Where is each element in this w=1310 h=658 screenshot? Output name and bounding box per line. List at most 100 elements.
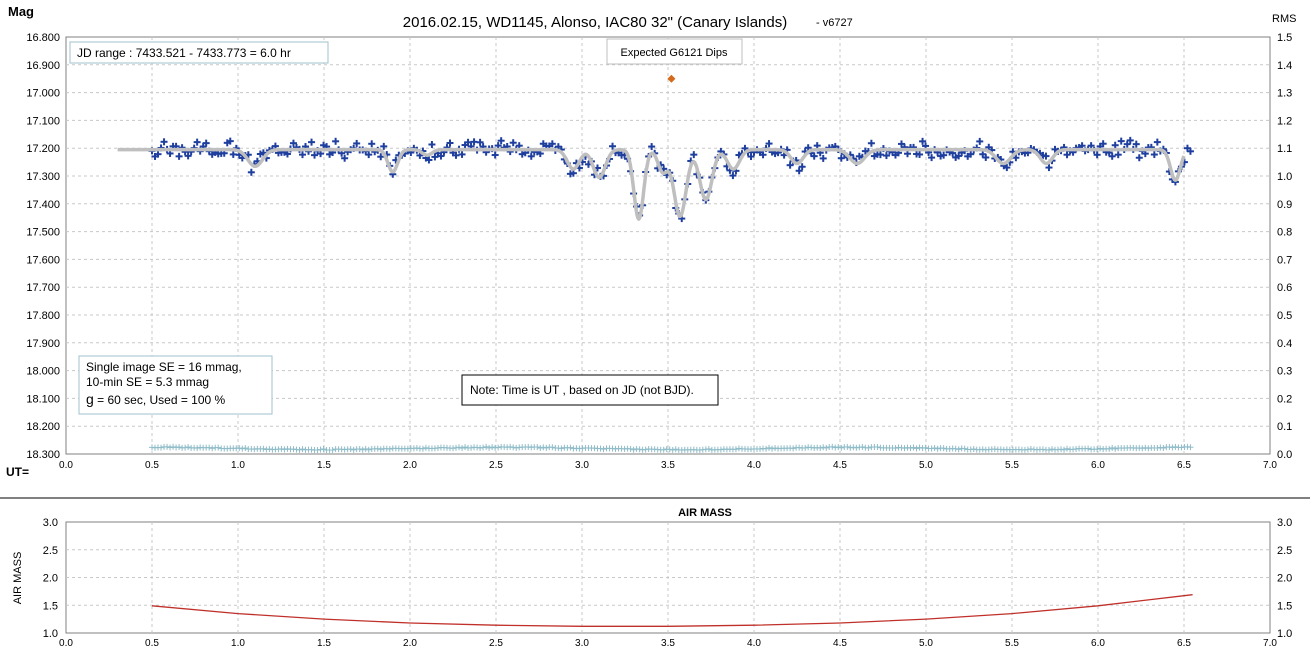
- data-point: [184, 152, 192, 160]
- data-point: [193, 138, 201, 146]
- data-point: [1123, 140, 1131, 148]
- rms-point: [922, 444, 929, 451]
- rms-point: [486, 444, 493, 451]
- data-point: [428, 140, 436, 148]
- data-point: [967, 150, 975, 158]
- top-y-tick-label: 17.800: [26, 310, 60, 322]
- rms-point: [164, 443, 171, 450]
- data-point: [377, 153, 385, 161]
- rms-point: [558, 445, 565, 452]
- data-point: [765, 140, 773, 148]
- se-line3-rest: = 60 sec, Used = 100 %: [94, 393, 226, 407]
- data-point: [289, 139, 297, 147]
- top-y2-tick-label: 0.8: [1277, 227, 1292, 239]
- rms-point: [1048, 446, 1055, 453]
- top-x-tick-label: 4.5: [833, 460, 847, 471]
- rms-point: [835, 444, 842, 451]
- data-point: [452, 151, 460, 159]
- rms-point: [1169, 444, 1176, 451]
- rms-point: [419, 445, 426, 452]
- expected-dips-box: Expected G6121 Dips: [606, 38, 743, 65]
- rms-point: [185, 444, 192, 451]
- data-point: [1150, 151, 1158, 159]
- data-point: [1042, 152, 1050, 160]
- rms-point: [413, 445, 420, 452]
- rms-point: [296, 446, 303, 453]
- data-point: [747, 153, 755, 161]
- top-x-tick-label: 4.0: [747, 460, 761, 471]
- rms-point: [182, 444, 189, 451]
- bottom-x-tick-label: 1.5: [317, 638, 331, 649]
- rms-point: [940, 445, 947, 452]
- rms-point: [666, 446, 673, 453]
- rms-point: [462, 444, 469, 451]
- rms-point: [365, 446, 372, 453]
- top-y-tick-label: 17.700: [26, 282, 60, 294]
- data-point: [509, 139, 517, 147]
- data-point: [247, 168, 255, 176]
- rms-point: [1085, 445, 1092, 452]
- top-x-tick-label: 6.5: [1177, 460, 1191, 471]
- model-curve: [116, 147, 1186, 221]
- top-x-tick-label: 2.5: [489, 460, 503, 471]
- top-x-tick-label: 5.0: [919, 460, 933, 471]
- data-point: [729, 172, 737, 180]
- bottom-y-tick-label: 3.0: [43, 517, 58, 529]
- data-point: [1132, 140, 1140, 148]
- data-point: [810, 152, 818, 160]
- data-point: [569, 169, 577, 177]
- data-point: [1093, 151, 1101, 159]
- note-text: Note: Time is UT , based on JD (not BJD)…: [470, 383, 694, 397]
- rms-point: [422, 444, 429, 451]
- data-point: [1003, 164, 1011, 172]
- top-y-tick-label: 17.600: [26, 254, 60, 266]
- rms-point: [850, 444, 857, 451]
- data-point: [365, 151, 373, 159]
- data-point: [527, 152, 535, 160]
- data-point: [1117, 137, 1125, 145]
- bottom-y-tick-label: 2.5: [43, 545, 58, 557]
- rms-point: [820, 444, 827, 451]
- top-y2-tick-label: 0.9: [1277, 199, 1292, 211]
- rms-point: [823, 444, 830, 451]
- bottom-x-tick-label: 7.0: [1263, 638, 1277, 649]
- rms-point: [660, 446, 667, 453]
- data-point: [425, 156, 433, 164]
- top-y-tick-label: 16.800: [26, 32, 60, 44]
- data-point: [819, 154, 827, 162]
- rms-point: [176, 444, 183, 451]
- data-point: [837, 154, 845, 162]
- data-point: [283, 150, 291, 158]
- rms-point: [910, 444, 917, 451]
- data-point: [259, 149, 267, 157]
- top-y2-tick-label: 1.1: [1277, 143, 1292, 155]
- rms-point: [732, 446, 739, 453]
- rms-point: [386, 446, 393, 453]
- top-y2-tick-label: 1.2: [1277, 115, 1292, 127]
- bottom-x-tick-label: 3.5: [661, 638, 675, 649]
- rms-point: [350, 446, 357, 453]
- bottom-y2-tick-label: 1.0: [1277, 628, 1292, 640]
- rms-point: [329, 446, 336, 453]
- data-point: [491, 151, 499, 159]
- data-point: [311, 151, 319, 159]
- bottom-y-tick-label: 2.0: [43, 573, 58, 585]
- top-y2-tick-label: 0.4: [1277, 338, 1292, 350]
- rms-point: [597, 445, 604, 452]
- rms-series: [149, 443, 1194, 454]
- top-x-tick-label: 0.0: [59, 460, 73, 471]
- top-y2-tick-label: 0.2: [1277, 393, 1292, 405]
- data-point: [1114, 151, 1122, 159]
- rms-point: [669, 446, 676, 453]
- data-point: [982, 153, 990, 161]
- jd-range-box: JD range : 7433.521 - 7433.773 = 6.0 hr: [69, 41, 329, 64]
- data-point: [1153, 138, 1161, 146]
- data-point: [976, 137, 984, 145]
- bottom-y2-tick-label: 2.5: [1277, 545, 1292, 557]
- rms-point: [459, 445, 466, 452]
- data-point: [1186, 147, 1194, 155]
- rms-point: [859, 444, 866, 451]
- data-point: [202, 139, 210, 147]
- bottom-y2-tick-label: 2.0: [1277, 573, 1292, 585]
